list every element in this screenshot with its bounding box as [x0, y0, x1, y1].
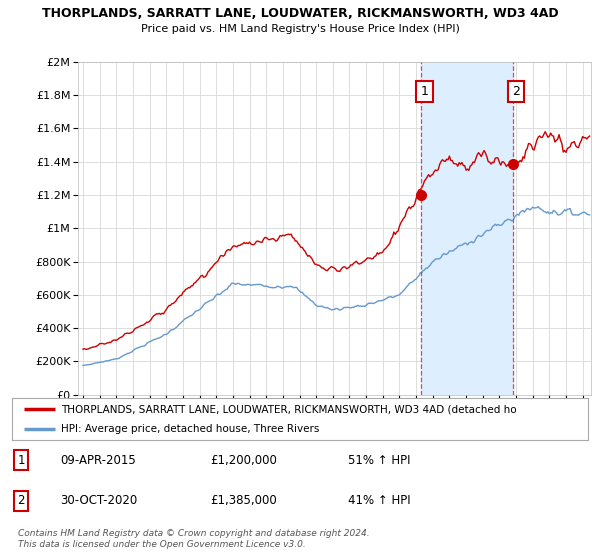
Text: 1: 1: [421, 85, 428, 98]
Text: Price paid vs. HM Land Registry's House Price Index (HPI): Price paid vs. HM Land Registry's House …: [140, 24, 460, 34]
Text: 30-OCT-2020: 30-OCT-2020: [60, 494, 137, 507]
Text: THORPLANDS, SARRATT LANE, LOUDWATER, RICKMANSWORTH, WD3 4AD: THORPLANDS, SARRATT LANE, LOUDWATER, RIC…: [41, 7, 559, 20]
Text: Contains HM Land Registry data © Crown copyright and database right 2024.
This d: Contains HM Land Registry data © Crown c…: [18, 529, 370, 549]
Text: 1: 1: [17, 454, 25, 467]
Text: £1,385,000: £1,385,000: [210, 494, 277, 507]
Text: £1,200,000: £1,200,000: [210, 454, 277, 467]
Text: 41% ↑ HPI: 41% ↑ HPI: [348, 494, 410, 507]
Text: HPI: Average price, detached house, Three Rivers: HPI: Average price, detached house, Thre…: [61, 424, 319, 434]
Text: 09-APR-2015: 09-APR-2015: [60, 454, 136, 467]
Bar: [421, 62, 513, 395]
Text: THORPLANDS, SARRATT LANE, LOUDWATER, RICKMANSWORTH, WD3 4AD (detached ho: THORPLANDS, SARRATT LANE, LOUDWATER, RIC…: [61, 404, 517, 414]
Text: 2: 2: [512, 85, 520, 98]
Text: 51% ↑ HPI: 51% ↑ HPI: [348, 454, 410, 467]
Text: 2: 2: [17, 494, 25, 507]
